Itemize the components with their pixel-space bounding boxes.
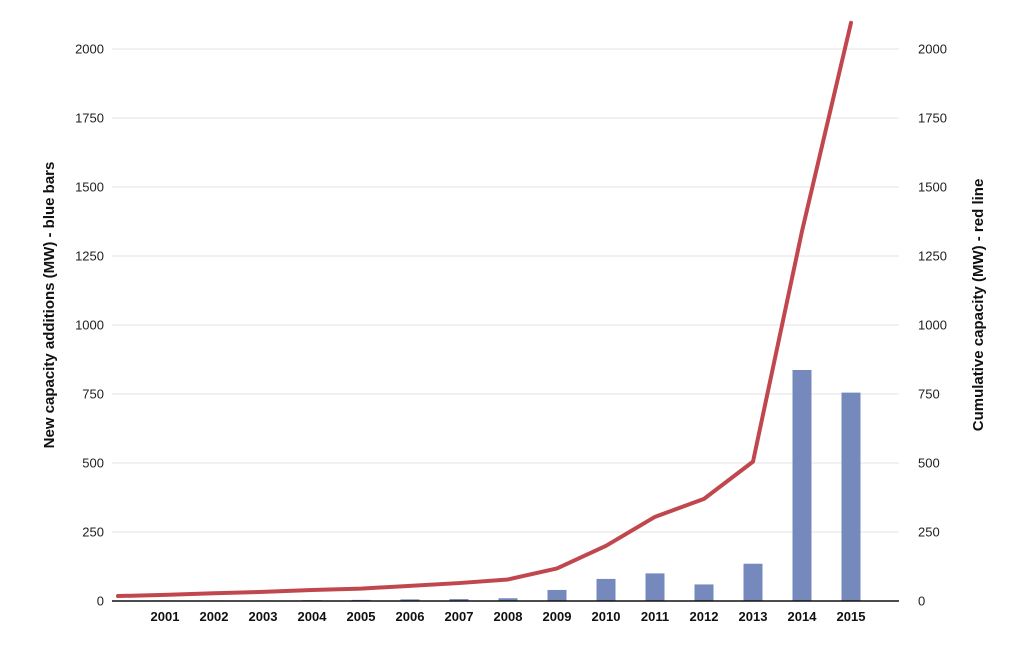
- right-y-axis-title: Cumulative capacity (MW) - red line: [970, 179, 987, 432]
- bar-2015: [841, 392, 861, 601]
- cumulative-capacity-line: [116, 20, 853, 599]
- right-tick-label: 750: [918, 387, 940, 402]
- left-tick-label: 0: [97, 594, 104, 609]
- x-tick-label: 2013: [739, 609, 768, 624]
- right-tick-label: 250: [918, 525, 940, 540]
- left-y-tick-labels: 0 250 500 750 1000 1250 1500 1750 2000: [75, 42, 104, 609]
- right-tick-label: 500: [918, 456, 940, 471]
- bar-series: [155, 369, 861, 601]
- right-tick-label: 2000: [918, 42, 947, 57]
- left-tick-label: 2000: [75, 42, 104, 57]
- x-tick-label: 2005: [347, 609, 376, 624]
- x-tick-label: 2012: [690, 609, 719, 624]
- gridlines: [112, 48, 899, 533]
- x-tick-label: 2002: [200, 609, 229, 624]
- right-y-tick-labels: 0 250 500 750 1000 1250 1500 1750 2000: [918, 42, 947, 609]
- x-tick-label: 2003: [249, 609, 278, 624]
- x-tick-label: 2004: [298, 609, 328, 624]
- x-tick-label: 2009: [543, 609, 572, 624]
- bar-2009: [547, 589, 567, 601]
- left-tick-label: 1750: [75, 111, 104, 126]
- right-tick-label: 1750: [918, 111, 947, 126]
- left-tick-label: 1500: [75, 180, 104, 195]
- bar-2006: [400, 599, 420, 601]
- x-tick-label: 2010: [592, 609, 621, 624]
- bar-2013: [743, 563, 763, 601]
- right-tick-label: 1000: [918, 318, 947, 333]
- right-tick-label: 1250: [918, 249, 947, 264]
- x-tick-label: 2007: [445, 609, 474, 624]
- bar-2014: [792, 369, 812, 601]
- left-tick-label: 250: [82, 525, 104, 540]
- bar-2011: [645, 573, 665, 601]
- x-tick-label: 2001: [151, 609, 180, 624]
- left-tick-label: 750: [82, 387, 104, 402]
- x-tick-labels: 2001 2002 2003 2004 2005 2006 2007 2008 2009 2010…: [151, 609, 866, 624]
- x-tick-label: 2011: [641, 609, 669, 624]
- line-series: [116, 20, 853, 599]
- x-tick-label: 2006: [396, 609, 425, 624]
- left-tick-label: 1250: [75, 249, 104, 264]
- left-y-axis-title: New capacity additions (MW) - blue bars: [41, 162, 58, 449]
- bar-2012: [694, 584, 714, 601]
- left-tick-label: 1000: [75, 318, 104, 333]
- bar-2010: [596, 578, 616, 601]
- bar-2008: [498, 598, 518, 601]
- bar-2007: [449, 599, 469, 601]
- right-tick-label: 1500: [918, 180, 947, 195]
- x-tick-label: 2008: [494, 609, 523, 624]
- x-tick-label: 2014: [788, 609, 818, 624]
- left-tick-label: 500: [82, 456, 104, 471]
- x-tick-label: 2015: [837, 609, 866, 624]
- right-tick-label: 0: [918, 594, 925, 609]
